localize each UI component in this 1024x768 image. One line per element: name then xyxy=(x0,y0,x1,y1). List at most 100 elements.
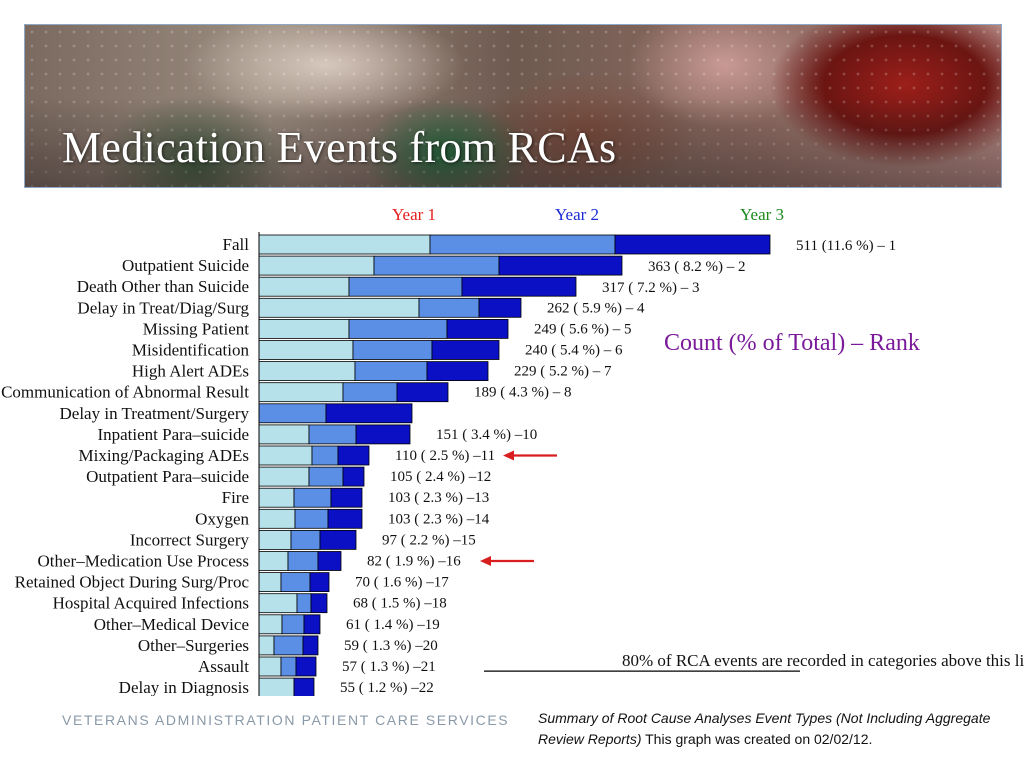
bar-delay-in-diagnosis-year3 xyxy=(293,677,315,696)
category-label: Outpatient Para–suicide xyxy=(86,467,249,486)
bar-inpatient-para-suicide-year1 xyxy=(258,424,310,445)
bar-outpatient-suicide-year2 xyxy=(373,255,500,276)
bar-outpatient-para-suicide-year1 xyxy=(258,466,310,487)
legend-year-3: Year 3 xyxy=(740,205,784,224)
bar-high-alert-ades-year2 xyxy=(354,361,428,382)
category-label: Outpatient Suicide xyxy=(122,256,249,275)
bar-outpatient-para-suicide-year2 xyxy=(308,466,344,487)
bar-oxygen-year1 xyxy=(258,508,296,529)
bar-incorrect-surgery-year3 xyxy=(319,529,357,550)
data-label: 229 ( 5.2 %) – 7 xyxy=(514,364,612,380)
bar-oxygen-year3 xyxy=(327,508,363,529)
data-label: 189 ( 4.3 %) – 8 xyxy=(474,385,572,401)
category-label: Delay in Diagnosis xyxy=(119,678,249,696)
data-label: 240 ( 5.4 %) – 6 xyxy=(525,343,623,359)
bar-fall-year3 xyxy=(614,234,771,255)
category-label: Mixing/Packaging ADEs xyxy=(79,446,249,465)
bar-communication-of-abnormal-result-year3 xyxy=(396,382,449,403)
bar-death-other-than-suicide-year2 xyxy=(348,276,463,297)
bar-retained-object-during-surg-proc-year2 xyxy=(280,572,311,593)
data-label: 97 ( 2.2 %) –15 xyxy=(382,532,476,548)
bar-missing-patient-year3 xyxy=(446,319,509,339)
highlight-arrow-head xyxy=(503,450,514,461)
bar-mixing-packaging-ades-year2 xyxy=(311,445,339,466)
bar-missing-patient-year1 xyxy=(258,319,350,339)
bar-outpatient-para-suicide-year3 xyxy=(342,466,365,487)
bar-assault-year2 xyxy=(280,656,297,677)
bar-incorrect-surgery-year1 xyxy=(258,529,292,550)
category-label: Missing Patient xyxy=(143,319,250,338)
caption-italic: Summary of Root Cause Analyses Event Typ… xyxy=(538,710,991,747)
eighty-percent-annotation: 80% of RCA events are recorded in catego… xyxy=(622,651,1024,670)
bar-incorrect-surgery-year2 xyxy=(290,529,321,550)
data-label: 105 ( 2.4 %) –12 xyxy=(390,469,491,485)
data-label: 317 ( 7.2 %) – 3 xyxy=(602,280,700,296)
data-label: 68 ( 1.5 %) –18 xyxy=(353,596,447,612)
bar-high-alert-ades-year1 xyxy=(258,361,356,382)
bar-outpatient-suicide-year3 xyxy=(498,255,623,276)
legend: Year 1 Year 2 Year 3 Count (% of Total) – R… xyxy=(392,205,920,356)
bar-mixing-packaging-ades-year1 xyxy=(258,445,313,466)
bar-fall-year1 xyxy=(258,234,431,255)
data-label: 59 ( 1.3 %) –20 xyxy=(344,638,438,654)
bar-fire-year3 xyxy=(330,487,363,508)
bar-other-medication-use-process-year1 xyxy=(258,551,289,571)
data-label: 110 ( 2.5 %) –11 xyxy=(395,448,495,464)
data-label: 363 ( 8.2 %) – 2 xyxy=(648,259,746,275)
bar-other-medical-device-year1 xyxy=(258,614,283,635)
banner-shade xyxy=(25,97,1001,187)
bar-fire-year1 xyxy=(258,487,295,508)
bar-fall-year2 xyxy=(429,234,616,255)
category-label: Delay in Treat/Diag/Surg xyxy=(77,298,249,317)
bar-other-surgeries-year2 xyxy=(273,635,304,656)
category-label: Other–Surgeries xyxy=(138,636,249,655)
bar-missing-patient-year2 xyxy=(348,319,448,339)
bar-other-medication-use-process-year3 xyxy=(317,551,342,571)
bar-misidentification-year2 xyxy=(352,340,433,360)
data-label: 82 ( 1.9 %) –16 xyxy=(367,554,461,570)
data-label: 511 (11.6 %) – 1 xyxy=(796,238,896,254)
bar-delay-in-treat-diag-surg-year1 xyxy=(258,297,420,318)
category-label: Misidentification xyxy=(132,341,250,360)
bar-delay-in-treatment-surgery-year2 xyxy=(258,403,327,424)
title-banner xyxy=(24,24,1002,188)
bar-inpatient-para-suicide-year3 xyxy=(355,424,411,445)
category-label: Delay in Treatment/Surgery xyxy=(60,404,250,423)
bar-hospital-acquired-infections-year2 xyxy=(296,593,312,614)
bar-high-alert-ades-year3 xyxy=(426,361,489,382)
category-label: Retained Object During Surg/Proc xyxy=(15,573,250,592)
category-label: Assault xyxy=(198,657,249,676)
bar-retained-object-during-surg-proc-year3 xyxy=(309,572,330,593)
bar-other-surgeries-year1 xyxy=(258,635,275,656)
data-label: 103 ( 2.3 %) –14 xyxy=(388,511,490,527)
bar-misidentification-year1 xyxy=(258,340,354,360)
footer-caption: Summary of Root Cause Analyses Event Typ… xyxy=(538,708,1008,750)
bar-misidentification-year3 xyxy=(431,340,500,360)
bar-assault-year1 xyxy=(258,656,282,677)
category-label: Other–Medication Use Process xyxy=(37,552,249,571)
data-label: 55 ( 1.2 %) –22 xyxy=(340,680,434,696)
legend-note: Count (% of Total) – Rank xyxy=(664,330,920,356)
category-label: Death Other than Suicide xyxy=(77,277,249,296)
bar-hospital-acquired-infections-year1 xyxy=(258,593,298,614)
bar-delay-in-diagnosis-year1 xyxy=(258,677,295,696)
data-label: 103 ( 2.3 %) –13 xyxy=(388,490,489,506)
bar-inpatient-para-suicide-year2 xyxy=(308,424,357,445)
highlight-arrow-head xyxy=(480,556,491,566)
bar-delay-in-treat-diag-surg-year3 xyxy=(478,297,522,318)
data-label: 151 ( 3.4 %) –10 xyxy=(436,427,537,443)
category-label: Fall xyxy=(223,235,250,254)
bar-delay-in-treat-diag-surg-year2 xyxy=(418,297,480,318)
bar-assault-year3 xyxy=(295,656,317,677)
data-label: 262 ( 5.9 %) – 4 xyxy=(547,300,645,316)
category-label: Other–Medical Device xyxy=(94,615,249,634)
legend-year-1: Year 1 xyxy=(392,205,436,224)
bar-other-surgeries-year3 xyxy=(302,635,319,656)
category-label: High Alert ADEs xyxy=(132,362,249,381)
bar-communication-of-abnormal-result-year1 xyxy=(258,382,344,403)
category-label: Communication of Abnormal Result xyxy=(1,383,249,402)
stacked-bar-chart: Year 1 Year 2 Year 3 Count (% of Total) – R… xyxy=(1,205,1024,696)
bar-other-medical-device-year3 xyxy=(303,614,321,635)
category-label: Incorrect Surgery xyxy=(130,530,250,549)
category-label: Hospital Acquired Infections xyxy=(53,594,249,613)
